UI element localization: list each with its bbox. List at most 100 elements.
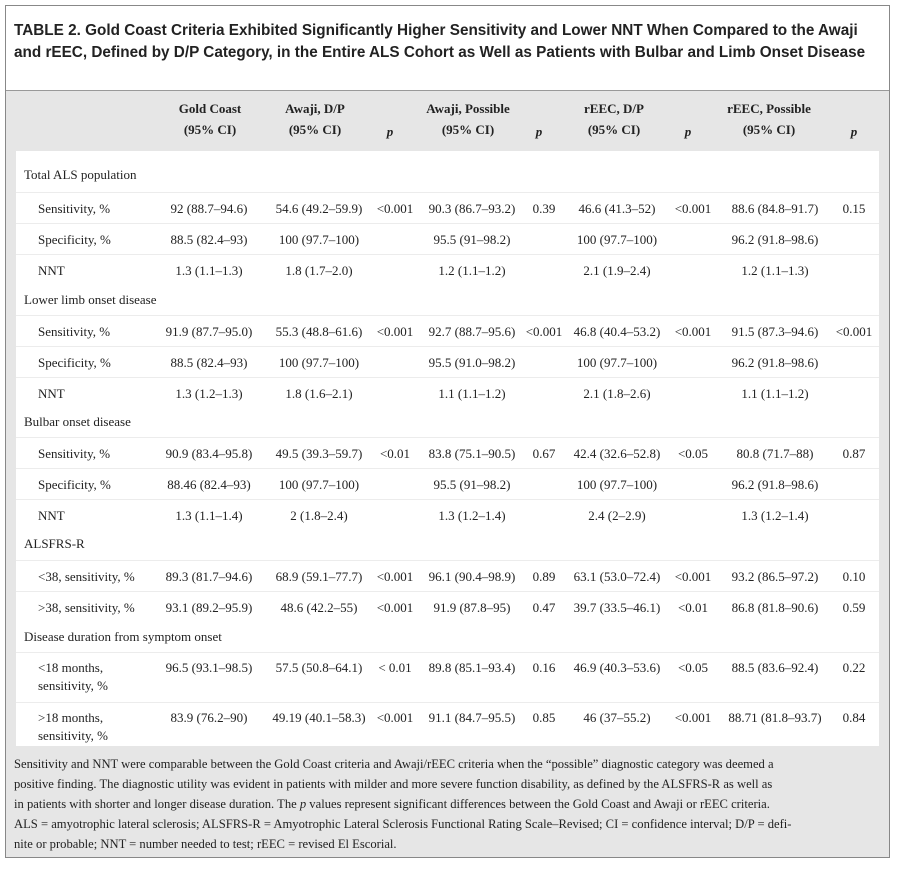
cell-p2: <0.001 <box>525 324 563 339</box>
cell-reec-possible: 88.5 (83.6–92.4) <box>731 660 819 675</box>
cell-p1 <box>372 469 418 500</box>
cell-reec-possible: 86.8 (81.8–90.6) <box>731 600 819 615</box>
cell-gold-coast: 91.9 (87.7–95.0) <box>165 324 253 339</box>
cell-gold-coast: 1.3 (1.2–1.3) <box>175 386 243 401</box>
cell-reec-possible: 93.2 (86.5–97.2) <box>731 569 819 584</box>
cell-p2 <box>524 255 564 286</box>
table-row: Specificity, % 88.5 (82.4–93) 100 (97.7–… <box>16 223 879 255</box>
cell-p3: <0.001 <box>674 324 712 339</box>
cell-awaji-possible: 92.7 (88.7–95.6) <box>428 324 516 339</box>
table-row: <18 months, sensitivity, % 96.5 (93.1–98… <box>16 652 879 703</box>
cell-reec-dp: 46.6 (41.3–52) <box>578 201 656 216</box>
cell-p4 <box>830 347 878 378</box>
footnote-line: nite or probable; NNT = number needed to… <box>14 837 397 851</box>
section-title: Bulbar onset disease <box>24 414 131 429</box>
cell-gold-coast: 83.9 (76.2–90) <box>170 710 248 725</box>
row-label: >38, sensitivity, % <box>38 600 135 615</box>
cell-reec-dp: 100 (97.7–100) <box>576 355 658 370</box>
cell-reec-possible: 96.2 (91.8–98.6) <box>731 477 819 492</box>
row-label: Specificity, % <box>38 232 111 247</box>
table-title: TABLE 2. Gold Coast Criteria Exhibited S… <box>6 6 889 91</box>
row-label: NNT <box>38 263 65 278</box>
cell-awaji-possible: 95.5 (91.0–98.2) <box>428 355 516 370</box>
cell-reec-possible: 1.2 (1.1–1.3) <box>741 263 809 278</box>
cell-awaji-dp: 49.5 (39.3–59.7) <box>275 446 363 461</box>
cell-p1: < 0.01 <box>378 660 412 675</box>
cell-awaji-dp: 1.8 (1.7–2.0) <box>285 263 353 278</box>
header-awaji-possible-ci: (95% CI) <box>441 122 495 137</box>
cell-p3 <box>668 469 718 500</box>
cell-gold-coast: 88.46 (82.4–93) <box>167 477 251 492</box>
table-row: NNT 1.3 (1.1–1.3) 1.8 (1.7–2.0) 1.2 (1.1… <box>16 254 879 286</box>
footnote-line: in patients with shorter and longer dise… <box>14 794 882 814</box>
cell-reec-possible: 96.2 (91.8–98.6) <box>731 232 819 247</box>
table-row: Sensitivity, % 90.9 (83.4–95.8) 49.5 (39… <box>16 437 879 469</box>
cell-awaji-dp: 100 (97.7–100) <box>278 355 360 370</box>
row-label: >18 months, sensitivity, % <box>38 710 108 743</box>
section-title: Total ALS population <box>24 167 137 182</box>
cell-p3: <0.01 <box>677 600 709 615</box>
row-label: NNT <box>38 386 65 401</box>
row-label: Specificity, % <box>38 355 111 370</box>
cell-p1 <box>372 224 418 255</box>
cell-reec-possible: 80.8 (71.7–88) <box>736 446 814 461</box>
cell-awaji-possible: 1.1 (1.1–1.2) <box>438 386 506 401</box>
table-row: <38, sensitivity, % 89.3 (81.7–94.6) 68.… <box>16 560 879 592</box>
cell-reec-dp: 39.7 (33.5–46.1) <box>573 600 661 615</box>
header-reec-possible-ci: (95% CI) <box>742 122 796 137</box>
header-gold-coast: Gold Coast (95% CI) <box>162 98 258 140</box>
cell-awaji-dp: 55.3 (48.8–61.6) <box>275 324 363 339</box>
cell-awaji-dp: 100 (97.7–100) <box>278 232 360 247</box>
header-p2: p <box>535 124 543 139</box>
cell-p3: <0.001 <box>674 569 712 584</box>
cell-p3: <0.001 <box>674 710 712 725</box>
header-awaji-dp: Awaji, D/P (95% CI) <box>262 98 368 140</box>
cell-p4 <box>830 224 878 255</box>
cell-p4: 0.84 <box>842 710 866 725</box>
cell-awaji-dp: 57.5 (50.8–64.1) <box>275 660 363 675</box>
cell-gold-coast: 88.5 (82.4–93) <box>170 232 248 247</box>
cell-p1 <box>372 500 418 531</box>
cell-p3 <box>668 347 718 378</box>
cell-awaji-possible: 95.5 (91–98.2) <box>433 477 511 492</box>
cell-p2 <box>524 469 564 500</box>
cell-reec-dp: 42.4 (32.6–52.8) <box>573 446 661 461</box>
header-awaji-possible: Awaji, Possible (95% CI) <box>410 98 526 140</box>
table-row: Sensitivity, % 92 (88.7–94.6) 54.6 (49.2… <box>16 192 879 224</box>
cell-p1: <0.01 <box>379 446 411 461</box>
header-p3: p <box>684 124 692 139</box>
cell-reec-possible: 91.5 (87.3–94.6) <box>731 324 819 339</box>
cell-reec-dp: 46.8 (40.4–53.2) <box>573 324 661 339</box>
cell-gold-coast: 92 (88.7–94.6) <box>170 201 248 216</box>
cell-p2: 0.85 <box>532 710 556 725</box>
cell-p3 <box>668 224 718 255</box>
cell-p4: 0.10 <box>842 569 866 584</box>
row-label: Specificity, % <box>38 477 111 492</box>
header-reec-dp-ci: (95% CI) <box>587 122 641 137</box>
header-awaji-possible-name: Awaji, Possible <box>426 101 510 116</box>
cell-awaji-dp: 1.8 (1.6–2.1) <box>285 386 353 401</box>
cell-awaji-dp: 54.6 (49.2–59.9) <box>275 201 363 216</box>
cell-awaji-possible: 83.8 (75.1–90.5) <box>428 446 516 461</box>
cell-p2: 0.67 <box>532 446 556 461</box>
cell-reec-possible: 1.1 (1.1–1.2) <box>741 386 809 401</box>
cell-awaji-possible: 1.3 (1.2–1.4) <box>438 508 506 523</box>
cell-p4 <box>830 469 878 500</box>
cell-p1: <0.001 <box>376 201 414 216</box>
row-label: NNT <box>38 508 65 523</box>
cell-reec-dp: 2.1 (1.8–2.6) <box>583 386 651 401</box>
cell-p2: 0.16 <box>532 660 556 675</box>
cell-p3: <0.05 <box>677 660 709 675</box>
row-label: Sensitivity, % <box>38 324 111 339</box>
row-label: <38, sensitivity, % <box>38 569 135 584</box>
cell-reec-dp: 46 (37–55.2) <box>583 710 651 725</box>
section-title: Lower limb onset disease <box>24 292 157 307</box>
cell-awaji-dp: 100 (97.7–100) <box>278 477 360 492</box>
cell-awaji-dp: 49.19 (40.1–58.3) <box>272 710 366 725</box>
cell-p2 <box>524 347 564 378</box>
cell-p4: 0.59 <box>842 600 866 615</box>
cell-gold-coast: 93.1 (89.2–95.9) <box>165 600 253 615</box>
header-reec-dp: rEEC, D/P (95% CI) <box>558 98 670 140</box>
cell-p1 <box>372 347 418 378</box>
cell-gold-coast: 89.3 (81.7–94.6) <box>165 569 253 584</box>
